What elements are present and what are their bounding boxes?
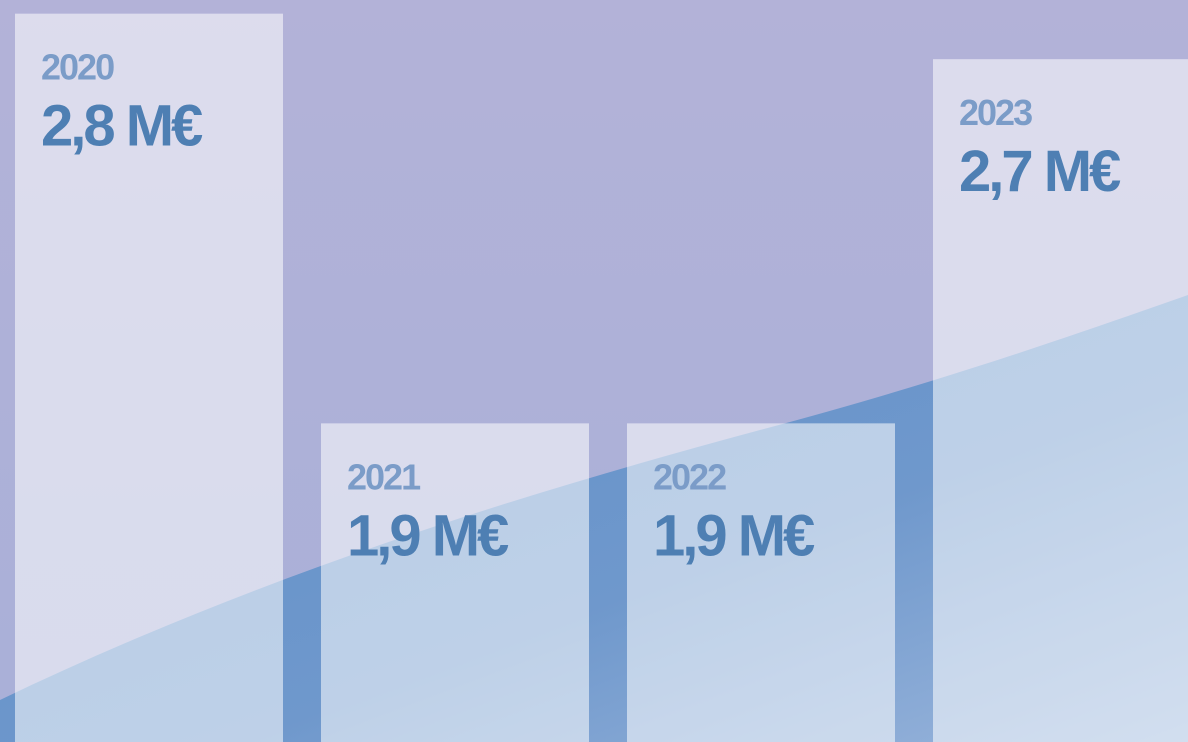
bar <box>933 59 1188 742</box>
bars: 2020 2,8 M€ 2021 1,9 M€ 2022 1,9 M€ 2023 2,7 M€ <box>15 13 1188 742</box>
category-label: 2021 <box>347 456 421 497</box>
value-label: 1,9 M€ <box>347 503 509 568</box>
value-label: 2,8 M€ <box>41 94 203 159</box>
bar <box>15 13 283 742</box>
bar <box>627 423 895 742</box>
value-label: 2,7 M€ <box>959 139 1121 204</box>
category-label: 2022 <box>653 456 726 497</box>
category-label: 2023 <box>959 92 1032 133</box>
bar <box>321 423 589 742</box>
value-label: 1,9 M€ <box>653 503 815 568</box>
category-label: 2020 <box>41 47 114 88</box>
